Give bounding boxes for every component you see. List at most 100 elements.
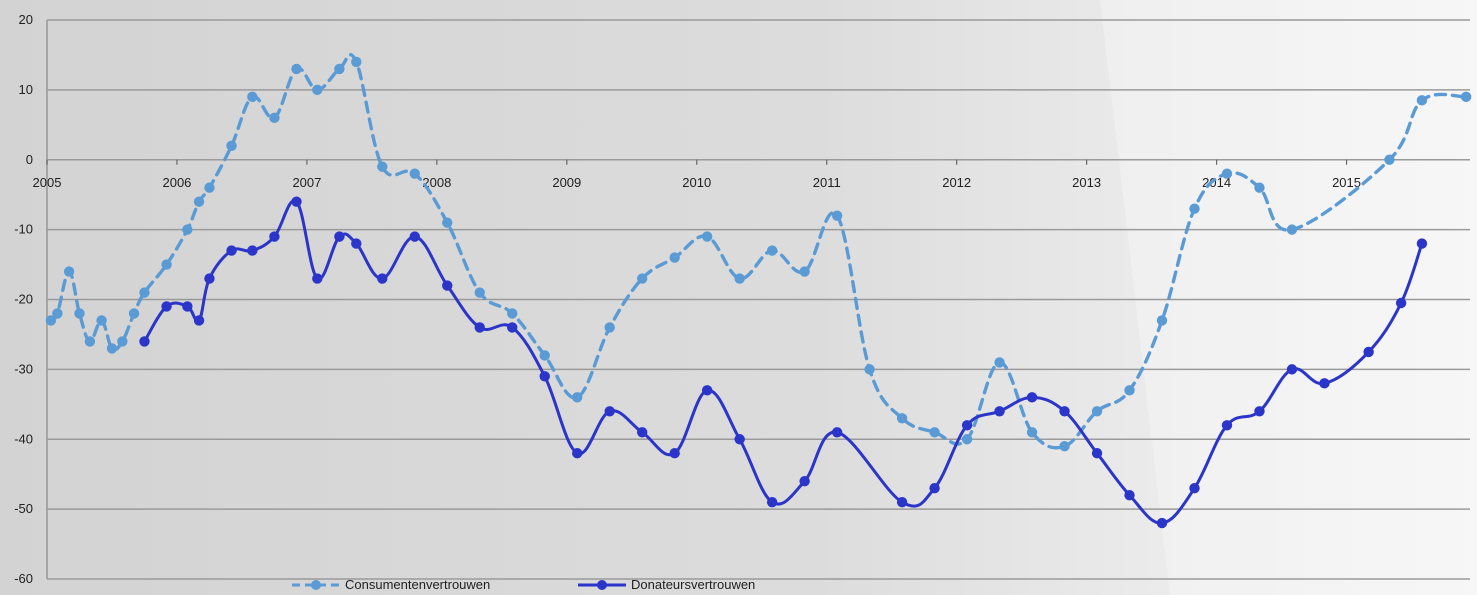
y-tick-label: 20 [19, 12, 33, 27]
x-tick-label: 2007 [292, 175, 321, 190]
data-point [291, 63, 302, 75]
data-point [409, 168, 420, 179]
data-point [1384, 154, 1395, 165]
x-tick-label: 2013 [1072, 175, 1101, 190]
data-point [1156, 315, 1168, 326]
data-point [351, 238, 362, 249]
data-point [74, 308, 85, 319]
data-point [334, 63, 345, 75]
data-point [1286, 364, 1298, 375]
data-point [351, 56, 362, 68]
data-point [106, 343, 118, 354]
legend-marker [597, 580, 607, 590]
series-line [142, 199, 1424, 525]
light-overlay [1100, 0, 1477, 595]
data-point [961, 434, 973, 445]
data-point [701, 231, 713, 242]
data-point [1189, 203, 1200, 214]
data-point [766, 245, 778, 256]
data-point [1221, 168, 1233, 179]
data-point [474, 287, 485, 298]
data-point [161, 301, 172, 312]
data-point [442, 217, 453, 228]
data-point [204, 182, 215, 193]
data-point [52, 308, 63, 319]
data-point [507, 308, 518, 319]
x-tick-label: 2015 [1332, 175, 1361, 190]
y-tick-label: -20 [14, 292, 33, 307]
data-point [377, 161, 388, 172]
data-point [269, 231, 280, 242]
data-point [84, 336, 96, 347]
data-point [45, 315, 57, 326]
y-tick-label: -40 [14, 431, 33, 446]
data-point [1286, 224, 1298, 235]
data-point [669, 448, 680, 459]
data-point [572, 392, 583, 403]
y-tick-label: 10 [19, 82, 33, 97]
data-point [1363, 346, 1374, 358]
data-point [539, 371, 550, 382]
data-point [604, 406, 615, 417]
data-point [226, 140, 237, 151]
data-point [636, 427, 648, 438]
data-point [193, 315, 205, 326]
y-tick-label: -10 [14, 222, 33, 237]
data-point [182, 301, 193, 312]
data-point [929, 427, 940, 438]
data-point [1156, 517, 1168, 529]
data-point [1319, 378, 1330, 389]
legend-item: Donateursvertrouwen [578, 577, 755, 592]
data-point [1416, 95, 1428, 106]
x-tick-label: 2009 [552, 175, 581, 190]
data-point [1091, 448, 1103, 459]
series-lines [45, 53, 1472, 529]
data-point [182, 224, 193, 235]
series-consumentenvertrouwen [45, 53, 1472, 452]
x-tick-label: 2011 [813, 175, 841, 190]
data-point [204, 273, 215, 284]
data-point [409, 231, 420, 242]
y-tick-label: -30 [14, 361, 33, 376]
data-point [474, 322, 485, 333]
data-point [247, 91, 258, 103]
data-point [1395, 297, 1407, 309]
data-point [312, 84, 323, 96]
series-donateursvertrouwen [139, 196, 1428, 529]
data-point [896, 413, 908, 424]
y-tick-label: -60 [14, 571, 33, 586]
y-tick-label: 0 [26, 152, 33, 167]
data-point [334, 231, 345, 242]
data-point [1189, 482, 1200, 494]
data-point [994, 357, 1005, 368]
data-point [1026, 392, 1038, 403]
data-point [139, 287, 150, 298]
data-point [161, 259, 172, 270]
data-point [226, 245, 237, 256]
data-point [1254, 182, 1265, 193]
data-point [539, 350, 550, 361]
data-point [442, 280, 453, 291]
data-point [1460, 91, 1472, 103]
data-point [896, 496, 908, 508]
data-point [1124, 489, 1135, 501]
data-point [831, 210, 843, 221]
data-point [1091, 406, 1103, 417]
data-point [799, 266, 810, 277]
data-point [1254, 406, 1265, 417]
data-point [734, 434, 745, 445]
legend-label: Consumentenvertrouwen [345, 577, 490, 592]
data-point [1059, 441, 1070, 452]
data-point [139, 336, 150, 347]
data-point [831, 427, 843, 438]
data-point [799, 475, 810, 487]
data-point [1026, 427, 1038, 438]
data-point [291, 196, 302, 207]
data-point [604, 322, 615, 333]
data-point [507, 322, 518, 333]
x-tick-label: 2010 [682, 175, 711, 190]
data-point [994, 406, 1005, 417]
data-point [734, 273, 745, 284]
